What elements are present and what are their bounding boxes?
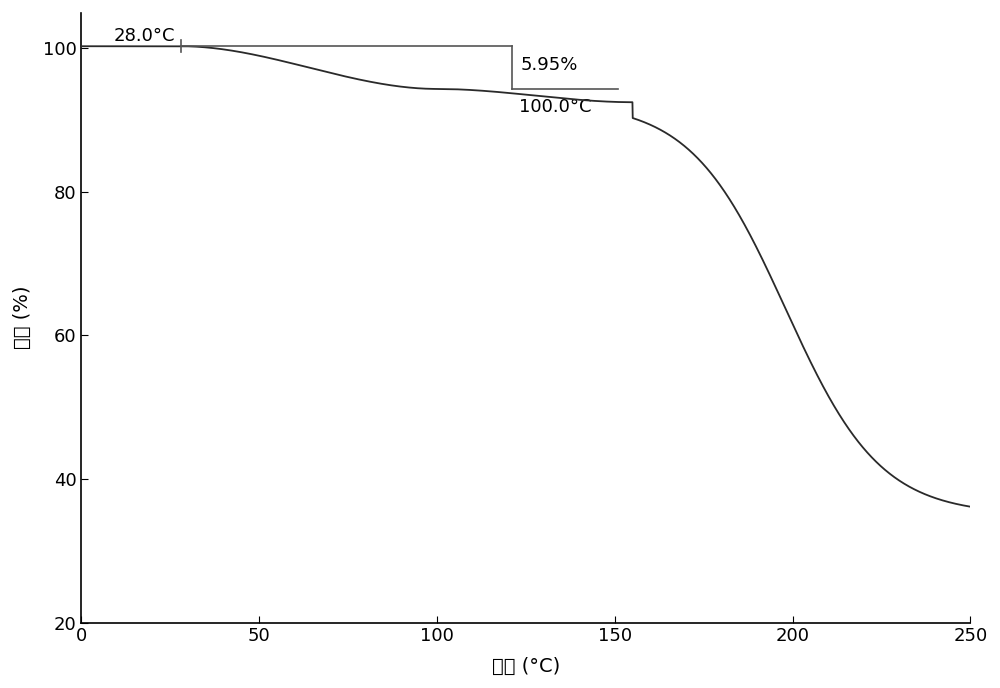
Y-axis label: 重量 (%): 重量 (%) (12, 286, 32, 350)
Text: 100.0°C: 100.0°C (519, 98, 591, 116)
Text: 5.95%: 5.95% (521, 56, 578, 74)
Text: 28.0°C: 28.0°C (114, 27, 176, 45)
X-axis label: 温度 (°C): 温度 (°C) (492, 656, 560, 676)
